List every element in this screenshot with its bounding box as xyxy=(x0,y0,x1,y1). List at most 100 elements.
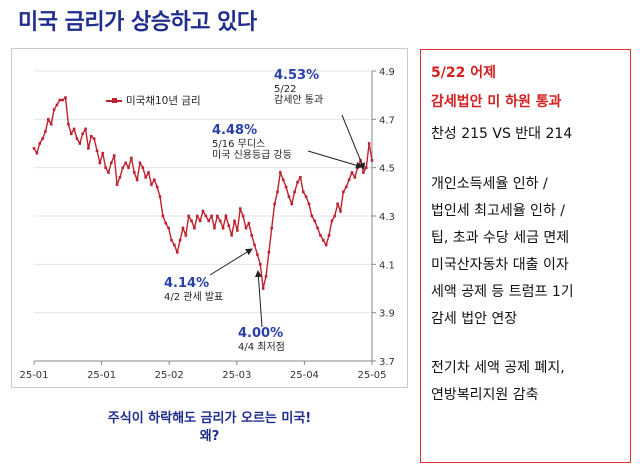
data-point xyxy=(69,132,73,136)
data-point xyxy=(227,224,231,227)
data-point xyxy=(173,243,176,247)
data-point xyxy=(279,171,282,174)
tariff-note: 4/2 관세 발표 xyxy=(164,291,224,303)
peak-note-date: 5/22 xyxy=(274,83,297,95)
annotation-arrow xyxy=(341,114,365,170)
data-point xyxy=(330,219,334,223)
x-tick-label: 25-01 xyxy=(19,370,48,381)
data-point xyxy=(87,147,90,150)
low-note: 4/4 최저점 xyxy=(238,341,285,353)
panel-item: 팁, 초과 수당 세금 면제 xyxy=(431,230,570,246)
data-point xyxy=(356,166,359,169)
data-point xyxy=(193,226,196,230)
data-point xyxy=(304,195,308,198)
data-point xyxy=(284,185,288,189)
legend: 미국채10년 금리 xyxy=(106,93,201,108)
data-point xyxy=(218,219,222,223)
data-point xyxy=(121,166,125,169)
panel-item: 세액 공제 등 트럼프 1기 xyxy=(431,284,574,300)
data-point xyxy=(130,156,133,160)
data-point xyxy=(236,229,239,232)
x-tick-label: 25-04 xyxy=(290,370,319,381)
chart-panel: 4.9 4.7 4.5 4.3 4.1 3.9 3.7 25-01 25-01 25-02 25-0… xyxy=(11,48,408,388)
data-point xyxy=(184,234,188,237)
data-point xyxy=(344,185,348,189)
peak-note-text: 감세안 통과 xyxy=(274,95,324,107)
annotation-arrows xyxy=(209,114,365,328)
panel-heading: 감세법안 미 하원 통과 xyxy=(431,94,562,110)
data-point xyxy=(210,214,213,218)
data-point xyxy=(153,178,156,182)
data-point xyxy=(181,226,185,230)
data-point xyxy=(299,176,302,179)
data-point xyxy=(84,127,87,131)
data-point xyxy=(327,234,331,237)
data-point xyxy=(190,219,193,223)
data-point xyxy=(281,178,285,182)
data-point xyxy=(270,226,274,230)
data-point xyxy=(92,137,96,140)
data-point xyxy=(32,147,36,150)
annotation-low: 4.00% 4/4 최저점 xyxy=(238,326,285,353)
data-point xyxy=(155,185,159,189)
axes xyxy=(33,70,376,365)
caption-line-2: 왜? xyxy=(199,428,220,444)
data-point xyxy=(301,190,305,194)
tick-labels: 4.9 4.7 4.5 4.3 4.1 3.9 3.7 25-01 25-01 25-02 25-0… xyxy=(19,67,394,381)
data-point xyxy=(201,209,205,213)
data-point xyxy=(178,238,182,242)
x-tick-label: 25-05 xyxy=(357,370,386,381)
data-point xyxy=(75,137,79,140)
data-point xyxy=(247,221,251,225)
data-point xyxy=(367,142,371,145)
data-point xyxy=(241,214,245,218)
data-point xyxy=(253,243,256,247)
panel-items-2: 전기차 세액 공제 폐지, 연방복리지원 감축 xyxy=(431,355,622,409)
data-point xyxy=(161,214,165,218)
data-point xyxy=(258,263,262,266)
data-point xyxy=(158,195,162,198)
y-tick-label: 3.9 xyxy=(379,309,395,320)
panel-item: 개인소득세율 인하 / xyxy=(431,176,548,192)
x-tick-label: 25-03 xyxy=(222,370,251,381)
data-point xyxy=(353,176,357,179)
data-point xyxy=(41,137,44,140)
data-point xyxy=(342,190,345,194)
data-point xyxy=(213,226,216,230)
data-point xyxy=(124,161,127,165)
data-point xyxy=(101,151,105,155)
data-point xyxy=(144,176,148,179)
data-point xyxy=(336,202,339,206)
data-point xyxy=(364,166,368,169)
data-point xyxy=(38,142,42,145)
peak-value: 4.53% xyxy=(274,68,320,83)
data-point xyxy=(339,209,342,213)
data-point xyxy=(98,161,102,165)
data-point xyxy=(104,166,107,169)
data-point xyxy=(195,214,199,218)
data-point xyxy=(52,108,56,111)
moodys-value: 4.48% xyxy=(212,123,258,138)
panel-item: 미국산자동차 대출 이자 xyxy=(431,257,569,273)
data-point xyxy=(370,159,374,162)
data-point xyxy=(230,234,233,237)
annotation-peak: 4.53% 5/22 감세안 통과 xyxy=(274,68,324,107)
data-point xyxy=(55,103,59,107)
data-point xyxy=(250,234,253,237)
data-point xyxy=(44,130,47,133)
data-point xyxy=(58,98,62,102)
data-point xyxy=(95,149,99,153)
data-point xyxy=(187,214,190,218)
data-point xyxy=(244,226,248,230)
data-point xyxy=(233,219,236,223)
legend-swatch xyxy=(106,97,122,103)
data-point xyxy=(307,202,311,206)
annotation-arrow xyxy=(209,248,253,276)
data-point xyxy=(118,176,122,179)
data-point xyxy=(287,195,291,198)
treasury-yield-chart: 4.9 4.7 4.5 4.3 4.1 3.9 3.7 25-01 25-01 25-02 25-0… xyxy=(19,67,394,381)
data-point xyxy=(267,250,271,254)
series-line xyxy=(33,96,373,289)
data-point xyxy=(273,202,276,206)
moodys-note-date: 5/16 무디스 xyxy=(212,138,266,150)
